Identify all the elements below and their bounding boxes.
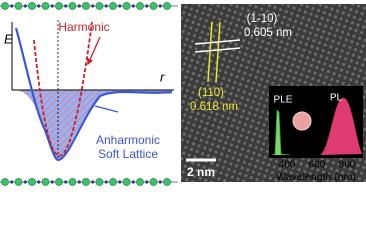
bead <box>163 2 171 10</box>
harmonic-label: Harmonic <box>58 20 109 34</box>
sample-photo <box>292 111 312 131</box>
bead <box>163 178 171 186</box>
bead <box>55 2 63 10</box>
plane-spacing: 0.618 nm <box>190 101 238 113</box>
harmonic-arrow <box>87 36 101 66</box>
bead <box>95 2 104 10</box>
energy-label: E <box>4 31 13 46</box>
anharmonic-label: Anharmonic <box>96 133 160 147</box>
bead <box>136 178 144 186</box>
bead <box>23 180 27 184</box>
inset-tick: 400 <box>279 160 296 171</box>
bead <box>145 180 149 184</box>
pl-label: PL <box>330 93 343 104</box>
ple-label: PLE <box>274 95 293 106</box>
figure: E r Harmonic Anharmonic Soft Lattice (1-… <box>0 2 366 186</box>
bead <box>50 180 54 184</box>
ple-spectrum <box>271 109 291 156</box>
scale-label: 2 nm <box>187 165 215 179</box>
inset-tick: 800 <box>339 160 356 171</box>
bead-chains <box>0 2 178 186</box>
bead <box>28 2 36 10</box>
bead <box>91 180 95 184</box>
white-fringes <box>194 39 241 53</box>
bead <box>1 178 9 186</box>
bead <box>68 2 77 10</box>
distance-label: r <box>160 69 165 84</box>
bead <box>158 180 162 184</box>
bead <box>136 2 144 10</box>
bead <box>104 4 108 8</box>
bead <box>14 178 23 186</box>
pl-spectrum <box>320 97 362 155</box>
bead <box>28 178 36 186</box>
bead <box>109 2 117 10</box>
bead <box>77 4 81 8</box>
bead <box>50 4 54 8</box>
bead <box>64 180 68 184</box>
plane-spacing: 0.605 nm <box>244 27 292 39</box>
bead <box>68 178 77 186</box>
bead <box>95 178 104 186</box>
bead <box>122 2 131 10</box>
bead <box>149 2 158 10</box>
harmonic-curve <box>33 21 93 157</box>
plane-index: (110) <box>198 87 224 99</box>
bead <box>10 4 14 8</box>
bead <box>23 4 27 8</box>
bead <box>82 178 90 186</box>
bead <box>131 180 135 184</box>
bead <box>55 178 63 186</box>
plane-index: (1-10) <box>247 13 278 25</box>
bead <box>149 178 158 186</box>
bead <box>118 4 122 8</box>
bead <box>145 4 149 8</box>
bead <box>131 4 135 8</box>
yellow-fringes <box>207 21 221 83</box>
bead <box>82 2 90 10</box>
bead <box>122 178 131 186</box>
bead <box>77 180 81 184</box>
anharmonic-label: Soft Lattice <box>98 147 158 161</box>
bead <box>64 4 68 8</box>
bead <box>118 180 122 184</box>
bead <box>10 180 14 184</box>
anharmonic-pointer <box>94 105 119 113</box>
bead <box>41 178 50 186</box>
bead <box>158 4 162 8</box>
anharmonic-curve <box>14 27 173 162</box>
bead <box>37 4 41 8</box>
bead <box>109 178 117 186</box>
bead <box>41 2 50 10</box>
bead <box>14 2 23 10</box>
well-fill <box>14 90 172 160</box>
inset-axis-label: Wavelength (nm) <box>276 171 356 183</box>
bead <box>1 2 9 10</box>
inset-tick: 600 <box>309 160 326 171</box>
bead <box>37 180 41 184</box>
bead <box>91 4 95 8</box>
bead <box>104 180 108 184</box>
